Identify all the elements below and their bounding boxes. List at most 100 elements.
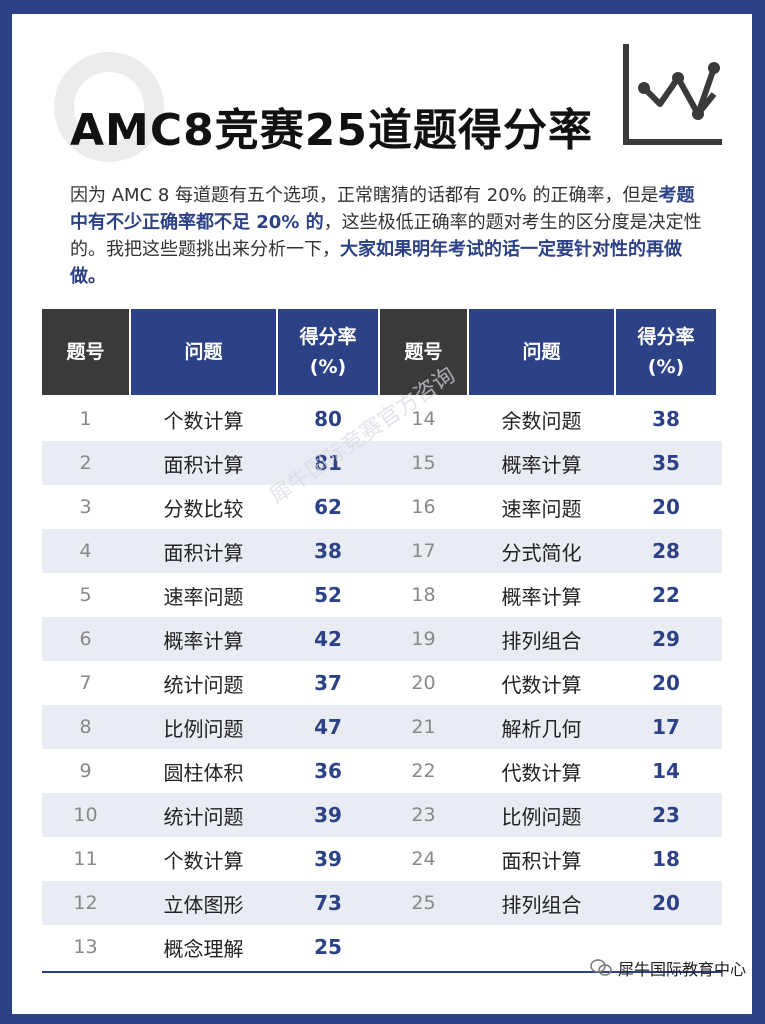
table-row: 13 概念理解 25: [42, 925, 722, 969]
row-num-right: 14: [411, 408, 436, 430]
intro-text-1: 因为 AMC 8 每道题有五个选项，正常瞎猜的话都有 20% 的正确率，但是: [70, 185, 659, 206]
table-row: 2 面积计算 81 15 概率计算 35: [42, 441, 722, 485]
row-question-right: 排列组合: [501, 892, 582, 917]
header-question-left: 问题: [131, 309, 276, 395]
row-num-left: 6: [79, 628, 92, 650]
table-row: 6 概率计算 42 19 排列组合 29: [42, 617, 722, 661]
header-rate-left: 得分率 (%): [278, 309, 378, 395]
row-question-left: 统计问题: [163, 804, 244, 829]
row-num-left: 12: [73, 892, 98, 914]
table-row: 8 比例问题 47 21 解析几何 17: [42, 705, 722, 749]
page-title: AMC8竞赛25道题得分率: [70, 105, 593, 156]
row-rate-left: 38: [314, 539, 342, 563]
header-question-right: 问题: [469, 309, 614, 395]
row-rate-right: 20: [652, 891, 680, 915]
row-num-right: 22: [411, 760, 436, 782]
table-row: 9 圆柱体积 36 22 代数计算 14: [42, 749, 722, 793]
row-rate-right: 29: [652, 627, 680, 651]
row-question-right: 速率问题: [501, 496, 582, 521]
row-num-right: 25: [411, 892, 436, 914]
row-rate-left: 47: [314, 715, 342, 739]
row-rate-right: 20: [652, 671, 680, 695]
row-question-left: 个数计算: [163, 848, 244, 873]
row-rate-right: 38: [652, 407, 680, 431]
row-question-right: 排列组合: [501, 628, 582, 653]
row-rate-right: 18: [652, 847, 680, 871]
table-row: 11 个数计算 39 24 面积计算 18: [42, 837, 722, 881]
table-row: 7 统计问题 37 20 代数计算 20: [42, 661, 722, 705]
row-question-left: 概率计算: [163, 628, 244, 653]
row-num-right: 17: [411, 540, 436, 562]
row-question-left: 个数计算: [163, 408, 244, 433]
row-rate-right: 35: [652, 451, 680, 475]
row-num-left: 3: [79, 496, 92, 518]
row-rate-right: 17: [652, 715, 680, 739]
table-row: 10 统计问题 39 23 比例问题 23: [42, 793, 722, 837]
row-question-left: 速率问题: [163, 584, 244, 609]
row-num-right: 21: [411, 716, 436, 738]
row-rate-right: 28: [652, 539, 680, 563]
row-question-right: 分式简化: [501, 540, 582, 565]
table-row: 4 面积计算 38 17 分式简化 28: [42, 529, 722, 573]
row-num-left: 4: [79, 540, 92, 562]
header-rate-label: 得分率: [299, 326, 357, 348]
row-rate-left: 42: [314, 627, 342, 651]
row-num-left: 8: [79, 716, 92, 738]
row-num-right: 20: [411, 672, 436, 694]
row-rate-right: 20: [652, 495, 680, 519]
row-rate-left: 80: [314, 407, 342, 431]
table-row: 3 分数比较 62 16 速率问题 20: [42, 485, 722, 529]
row-num-right: 19: [411, 628, 436, 650]
row-question-left: 面积计算: [163, 452, 244, 477]
row-rate-right: 22: [652, 583, 680, 607]
row-rate-left: 36: [314, 759, 342, 783]
row-num-right: 24: [411, 848, 436, 870]
row-rate-left: 52: [314, 583, 342, 607]
row-question-right: 概率计算: [501, 584, 582, 609]
header-rate-label: 得分率: [637, 326, 695, 348]
row-question-right: 代数计算: [501, 672, 582, 697]
row-rate-left: 25: [314, 935, 342, 959]
row-question-left: 分数比较: [163, 496, 244, 521]
row-rate-left: 81: [314, 451, 342, 475]
intro-paragraph: 因为 AMC 8 每道题有五个选项，正常瞎猜的话都有 20% 的正确率，但是考题…: [70, 182, 710, 290]
row-rate-right: 23: [652, 803, 680, 827]
header-rate-unit: (%): [647, 356, 685, 378]
score-table: 题号 问题 得分率 (%) 题号 问题 得分率 (%) 1 个数计算 80 14 余数问题 3…: [42, 309, 722, 973]
row-question-left: 立体图形: [163, 892, 244, 917]
row-num-left: 2: [79, 452, 92, 474]
row-rate-right: 14: [652, 759, 680, 783]
row-question-right: 比例问题: [501, 804, 582, 829]
row-question-left: 面积计算: [163, 540, 244, 565]
row-num-right: 16: [411, 496, 436, 518]
row-question-right: 解析几何: [501, 716, 582, 741]
intro-highlight-2: 大家如果明年考试的话一定要针对性的再做做。: [70, 239, 682, 287]
table-row: 5 速率问题 52 18 概率计算 22: [42, 573, 722, 617]
row-num-left: 11: [73, 848, 98, 870]
row-num-left: 9: [79, 760, 92, 782]
table-row: 12 立体图形 73 25 排列组合 20: [42, 881, 722, 925]
row-num-left: 1: [79, 408, 92, 430]
row-rate-left: 39: [314, 803, 342, 827]
row-rate-left: 39: [314, 847, 342, 871]
row-question-left: 比例问题: [163, 716, 244, 741]
row-num-left: 10: [73, 804, 98, 826]
header-num-right: 题号: [380, 309, 467, 395]
row-question-left: 概念理解: [163, 936, 244, 961]
footer-text: 犀牛国际教育中心: [618, 960, 747, 979]
row-num-left: 7: [79, 672, 92, 694]
row-question-right: 余数问题: [501, 408, 582, 433]
row-question-right: 面积计算: [501, 848, 582, 873]
table-header: 题号 问题 得分率 (%) 题号 问题 得分率 (%): [42, 309, 722, 395]
row-rate-left: 62: [314, 495, 342, 519]
wechat-icon: [590, 959, 612, 976]
line-chart-icon: [623, 44, 722, 145]
row-num-right: [380, 925, 467, 969]
intro-highlight-1: 考题中有不少正确率都不足 20% 的: [70, 185, 695, 233]
row-num-left: 5: [79, 584, 92, 606]
header-rate-unit: (%): [309, 356, 347, 378]
intro-text-2: ，这些极低正确率的题对考生的区分度是决定性的。我把这些题挑出来分析一下，: [70, 212, 702, 260]
row-num-right: 23: [411, 804, 436, 826]
footer-brand: 犀牛国际教育中心: [590, 956, 746, 980]
header-num-left: 题号: [42, 309, 129, 395]
